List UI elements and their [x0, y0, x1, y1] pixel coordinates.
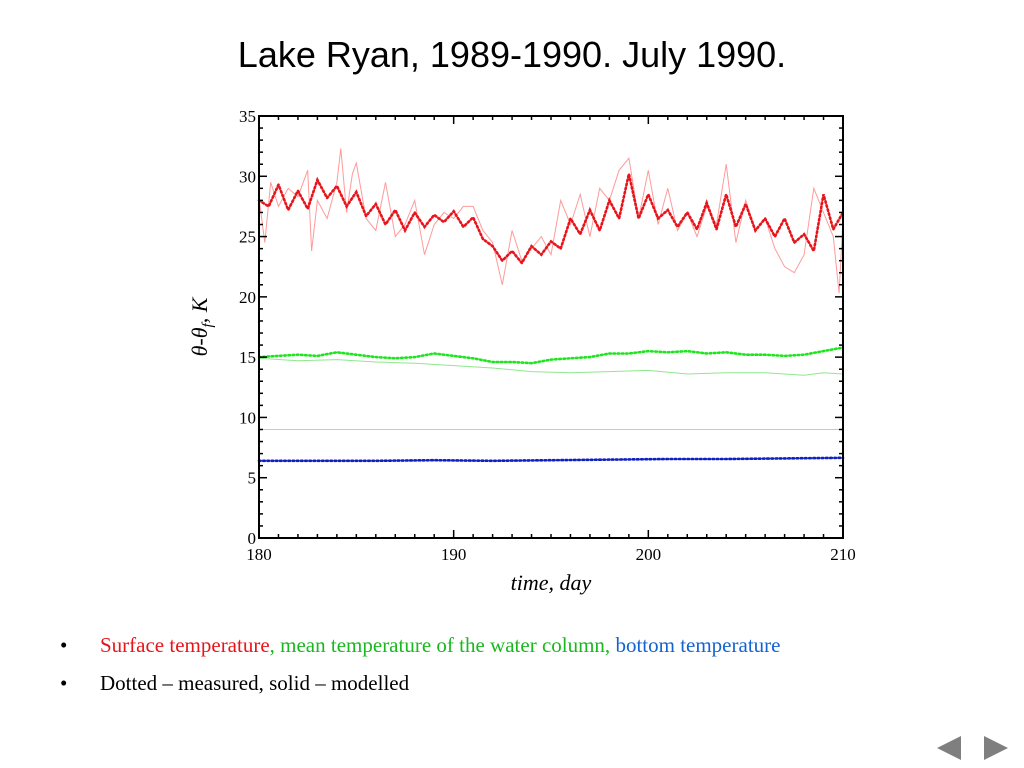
y-axis-title-minus-theta: -θ [187, 327, 212, 345]
y-tick-label: 35 [239, 107, 256, 126]
ticks-layer: 0 5 10 15 20 25 30 35 180 190 200 210 [239, 107, 856, 564]
mean-temperature-label: , mean temperature of the water column, [269, 633, 611, 657]
y-tick-label: 25 [239, 228, 256, 247]
surface-temperature-label: Surface temperature [100, 633, 270, 657]
y-tick-label: 0 [248, 529, 257, 548]
y-tick-label: 30 [239, 167, 256, 186]
y-axis-title-theta: θ [187, 345, 212, 356]
chart: 0 5 10 15 20 25 30 35 180 190 200 210 time, day θ-θ… [187, 107, 856, 595]
y-tick-label: 10 [239, 408, 256, 427]
next-slide-icon[interactable] [984, 736, 1008, 760]
y-axis-title-subscript: f [200, 321, 216, 327]
x-tick-label: 200 [636, 545, 662, 564]
bullet-item-series: • Surface temperature, mean temperature o… [60, 630, 780, 668]
y-tick-label: 20 [239, 288, 256, 307]
series-line-5 [257, 456, 845, 463]
plot-frame [258, 115, 844, 539]
y-axis-title: θ-θf, K [187, 296, 216, 356]
series-layer [257, 148, 845, 463]
x-tick-label: 210 [830, 545, 856, 564]
x-tick-label: 180 [246, 545, 272, 564]
previous-slide-icon[interactable] [937, 736, 961, 760]
x-tick-label: 190 [441, 545, 467, 564]
y-tick-label: 5 [248, 469, 257, 488]
series-line-2 [258, 357, 844, 376]
line-style-note: Dotted – measured, solid – modelled [100, 671, 410, 695]
bullet-dot: • [60, 633, 68, 657]
series-line-1 [257, 173, 845, 266]
bullet-dot: • [60, 671, 68, 695]
bottom-temperature-label: bottom temperature [610, 633, 781, 657]
series-line-0 [258, 148, 844, 294]
bullet-item-legend: • Dotted – measured, solid – modelled [60, 668, 780, 706]
slide-title: Lake Ryan, 1989-1990. July 1990. [237, 34, 787, 75]
y-tick-label: 15 [239, 348, 256, 367]
bullet-list: • Surface temperature, mean temperature o… [60, 630, 780, 706]
series-line-3 [257, 346, 845, 365]
y-axis-title-unit: , K [187, 296, 212, 323]
x-axis-title: time, day [511, 570, 592, 595]
